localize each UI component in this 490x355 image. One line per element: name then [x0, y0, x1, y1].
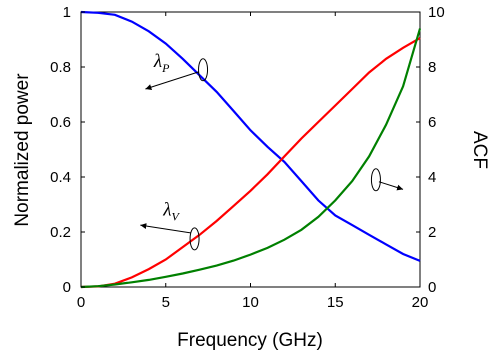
annotation-subscript-v: V — [171, 210, 180, 224]
annotation-ellipse-lambda-v — [189, 227, 200, 251]
series-line-v — [80, 37, 421, 289]
plot-area — [80, 11, 421, 288]
y2-tick-label: 8 — [428, 59, 436, 76]
annotation-subscript-p: P — [161, 61, 170, 75]
x-tick-label: 5 — [162, 294, 170, 311]
y2-axis-label: ACF — [469, 131, 490, 169]
annotation-label-lambda-v: λV — [162, 200, 180, 224]
x-tick-label: 15 — [327, 294, 344, 311]
series-layer — [80, 10, 422, 289]
annotation-ellipse-acf — [370, 168, 381, 192]
y-axis-label: Normalized power — [12, 73, 33, 227]
y-tick-label: 0 — [63, 279, 71, 296]
y2-tick-label: 6 — [428, 114, 436, 131]
annotation-arrow-lambda-p — [145, 71, 200, 91]
annotation-arrow-lambda-v — [140, 223, 191, 234]
x-tick-label: 10 — [242, 294, 259, 311]
y-tick-label: 0.4 — [50, 169, 71, 186]
y-tick-label: 0.8 — [50, 59, 71, 76]
series-line-p — [80, 10, 421, 262]
y-tick-label: 0.6 — [50, 114, 71, 131]
plot-frame — [80, 11, 421, 288]
annotation-ellipse-lambda-p — [198, 58, 209, 82]
annotation-label-lambda-p: λP — [153, 51, 170, 75]
annotation-arrow-acf — [378, 181, 404, 191]
x-tick-label: 20 — [412, 294, 429, 311]
y2-tick-label: 4 — [428, 169, 436, 186]
x-axis-label: Frequency (GHz) — [177, 330, 323, 351]
y-tick-label: 0.2 — [50, 224, 71, 241]
y2-tick-label: 0 — [428, 279, 436, 296]
x-tick-label: 0 — [77, 294, 85, 311]
y2-tick-label: 10 — [428, 4, 445, 21]
y-tick-label: 1 — [63, 4, 71, 21]
series-line-acf — [80, 28, 422, 289]
y2-tick-label: 2 — [428, 224, 436, 241]
